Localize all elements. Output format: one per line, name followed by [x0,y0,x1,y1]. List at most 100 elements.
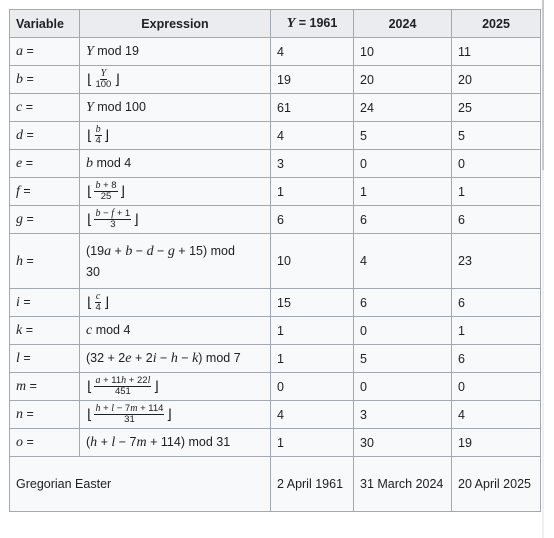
value-2024: 30 [353,428,452,457]
value-1961: 4 [270,121,354,150]
expression-cell: ⌊ c 4 ⌋ [79,288,271,317]
value-2024: 5 [353,344,452,373]
expression-cell: (h + l − 7m + 114) mod 31 [79,428,271,457]
value-2025: 25 [451,93,541,122]
value-2025: 0 [451,149,541,178]
value-2025: 6 [451,344,541,373]
expression-cell: Y mod 100 [79,93,271,122]
table-row: o = (h + l − 7m + 114) mod 31 1 30 19 [9,428,541,457]
expression-cell: ⌊ b − f + 1 3 ⌋ [79,205,271,234]
easter-date-2025: 20 April 2025 [451,456,541,512]
expression-cell: ⌊ b + 8 25 ⌋ [79,177,271,206]
value-2024: 6 [353,288,452,317]
expression-cell: ⌊ a + 11h + 22l 451 ⌋ [79,372,271,401]
value-2025: 20 [451,65,541,94]
value-2025: 23 [451,233,541,289]
expression-cell: b mod 4 [79,149,271,178]
value-1961: 1 [270,428,354,457]
easter-date-1961: 2 April 1961 [270,456,354,512]
value-2024: 0 [353,372,452,401]
table-row: k = c mod 4 1 0 1 [9,316,541,345]
header-year-2024: 2024 [353,9,452,38]
table-row: e = b mod 4 3 0 0 [9,149,541,178]
table-row: d = ⌊ b 4 ⌋ 4 5 5 [9,121,541,150]
table-row: n = ⌊ h + l − 7m + 114 31 ⌋ 4 3 4 [9,400,541,429]
value-1961: 3 [270,149,354,178]
floor-fraction: ⌊ c 4 ⌋ [87,290,110,313]
variable-cell: b = [9,65,80,94]
value-2024: 24 [353,93,452,122]
table-row: a = Y mod 19 4 10 11 [9,37,541,66]
expression-cell: (32 + 2e + 2i − h − k) mod 7 [79,344,271,373]
variable-cell: h = [9,233,80,289]
header-variable: Variable [9,9,80,38]
value-1961: 61 [270,93,354,122]
result-label: Gregorian Easter [9,456,271,512]
table-row: b = ⌊ Y 100 ⌋ 19 20 20 [9,65,541,94]
variable-cell: n = [9,400,80,429]
easter-date-2024: 31 March 2024 [353,456,452,512]
value-2025: 1 [451,316,541,345]
value-1961: 1 [270,344,354,373]
value-1961: 15 [270,288,354,317]
floor-fraction: ⌊ a + 11h + 22l 451 ⌋ [87,374,159,397]
scrollbar-thumb[interactable] [542,0,544,170]
expression-cell: Y mod 19 [79,37,271,66]
value-2025: 1 [451,177,541,206]
value-2024: 0 [353,316,452,345]
table-row: i = ⌊ c 4 ⌋ 15 6 6 [9,288,541,317]
value-2025: 6 [451,205,541,234]
floor-fraction: ⌊ b + 8 25 ⌋ [87,179,126,202]
value-2024: 1 [353,177,452,206]
value-2024: 4 [353,233,452,289]
floor-fraction: ⌊ b − f + 1 3 ⌋ [87,207,139,230]
variable-cell: f = [9,177,80,206]
easter-computation-table: Variable Expression Y = 1961 2024 2025 a… [9,9,541,512]
value-2024: 6 [353,205,452,234]
header-expression: Expression [79,9,271,38]
variable-cell: a = [9,37,80,66]
value-2025: 4 [451,400,541,429]
table-row: m = ⌊ a + 11h + 22l 451 ⌋ 0 0 0 [9,372,541,401]
table-row: c = Y mod 100 61 24 25 [9,93,541,122]
value-2025: 6 [451,288,541,317]
variable-cell: e = [9,149,80,178]
value-1961: 10 [270,233,354,289]
value-1961: 4 [270,37,354,66]
table-row: g = ⌊ b − f + 1 3 ⌋ 6 6 6 [9,205,541,234]
value-2025: 0 [451,372,541,401]
header-row: Variable Expression Y = 1961 2024 2025 [9,9,541,38]
expression-cell: ⌊ h + l − 7m + 114 31 ⌋ [79,400,271,429]
expression-cell: ⌊ b 4 ⌋ [79,121,271,150]
variable-cell: i = [9,288,80,317]
variable-cell: k = [9,316,80,345]
value-2024: 0 [353,149,452,178]
value-1961: 4 [270,400,354,429]
value-1961: 6 [270,205,354,234]
scrollbar-track[interactable] [542,0,544,538]
value-1961: 19 [270,65,354,94]
value-2025: 5 [451,121,541,150]
value-1961: 1 [270,316,354,345]
header-year-1961: Y = 1961 [270,9,354,38]
table-row: h = (19a + b − d − g + 15) mod 30 10 4 23 [9,233,541,289]
value-2024: 5 [353,121,452,150]
value-2024: 20 [353,65,452,94]
variable-cell: o = [9,428,80,457]
floor-fraction: ⌊ b 4 ⌋ [87,123,110,146]
table-row: f = ⌊ b + 8 25 ⌋ 1 1 1 [9,177,541,206]
variable-cell: c = [9,93,80,122]
value-1961: 1 [270,177,354,206]
value-2024: 10 [353,37,452,66]
variable-cell: l = [9,344,80,373]
value-2024: 3 [353,400,452,429]
table-row: l = (32 + 2e + 2i − h − k) mod 7 1 5 6 [9,344,541,373]
variable-cell: d = [9,121,80,150]
variable-cell: g = [9,205,80,234]
expression-cell: (19a + b − d − g + 15) mod 30 [79,233,271,289]
expression-cell: ⌊ Y 100 ⌋ [79,65,271,94]
header-year-2025: 2025 [451,9,541,38]
result-row: Gregorian Easter 2 April 1961 31 March 2… [9,456,541,512]
value-2025: 19 [451,428,541,457]
floor-fraction: ⌊ h + l − 7m + 114 31 ⌋ [87,402,172,425]
